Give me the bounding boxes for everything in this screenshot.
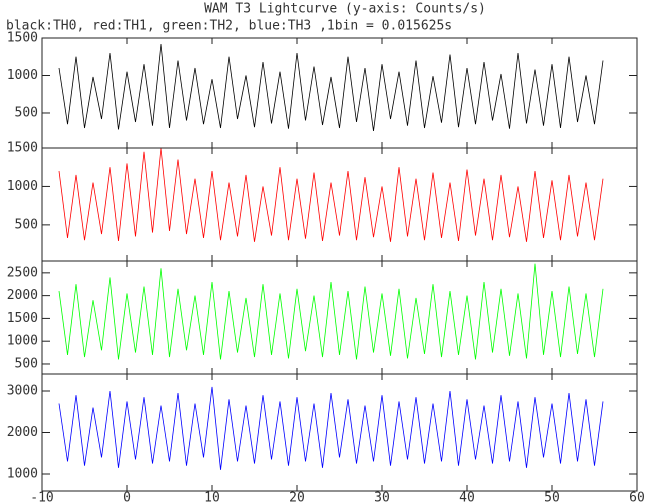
y-tick-label: 1000 — [7, 334, 38, 349]
y-tick-label: 1000 — [7, 466, 38, 481]
x-tick-label: 40 — [459, 491, 475, 504]
y-tick-label: 1000 — [7, 179, 38, 194]
x-tick-label: 30 — [374, 491, 390, 504]
chart-title: WAM T3 Lightcurve (y-axis: Counts/s) — [204, 2, 486, 17]
x-tick-label: 60 — [629, 491, 645, 504]
y-tick-label: 2000 — [7, 288, 38, 303]
light-curve — [58, 147, 604, 242]
y-tick-label: 2000 — [7, 425, 38, 440]
y-tick-label: 1500 — [7, 31, 38, 46]
y-tick-label: 1500 — [7, 311, 38, 326]
x-tick-label: -10 — [30, 491, 53, 504]
x-tick-label: 20 — [289, 491, 305, 504]
y-tick-label: 500 — [15, 217, 38, 232]
light-curve — [58, 43, 604, 132]
y-tick-label: 1000 — [7, 68, 38, 83]
y-tick-label: 500 — [15, 356, 38, 371]
light-curve — [58, 263, 604, 360]
x-tick-label: 10 — [204, 491, 220, 504]
y-tick-label: 1500 — [7, 141, 38, 156]
y-tick-label: 2500 — [7, 265, 38, 280]
x-tick-label: 0 — [123, 491, 131, 504]
panel-frame — [41, 147, 638, 262]
y-tick-label: 3000 — [7, 384, 38, 399]
light-curve — [58, 386, 604, 470]
y-tick-label: 500 — [15, 105, 38, 120]
x-tick-label: 50 — [544, 491, 560, 504]
panel-frame — [41, 260, 638, 375]
chart-subtitle: black:TH0, red:TH1, green:TH2, blue:TH3 … — [6, 19, 452, 34]
